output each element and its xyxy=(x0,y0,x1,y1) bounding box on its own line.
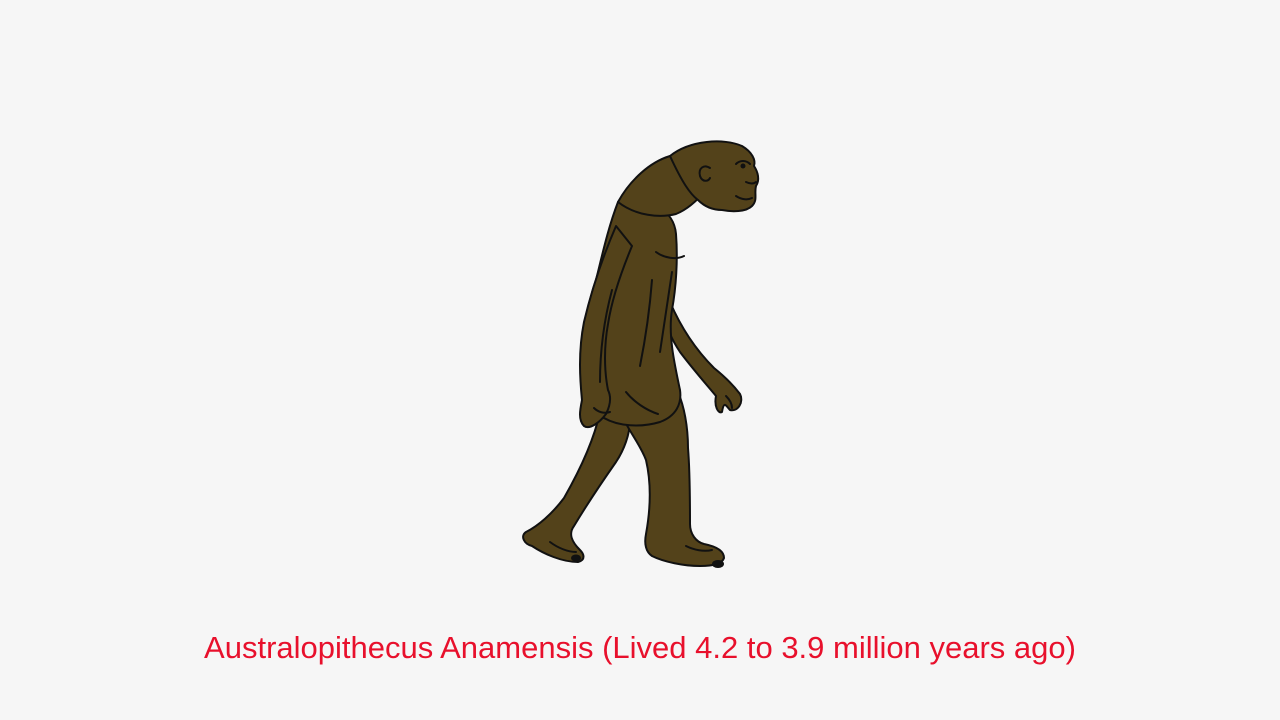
walking-hominin-icon xyxy=(500,130,780,590)
species-caption: Australopithecus Anamensis (Lived 4.2 to… xyxy=(204,630,1076,665)
